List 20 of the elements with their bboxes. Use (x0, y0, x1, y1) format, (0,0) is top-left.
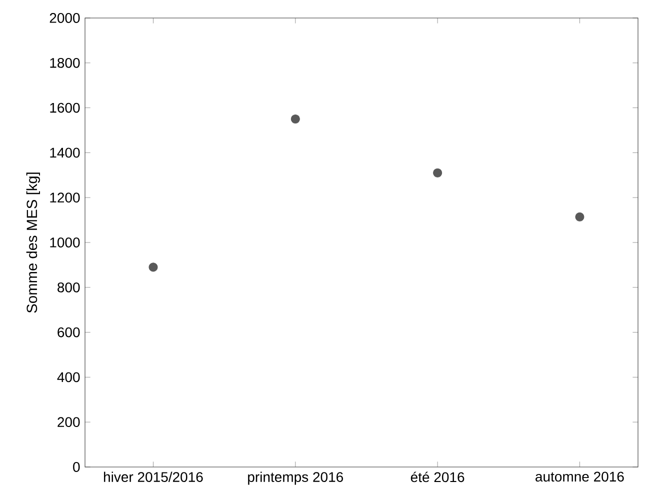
y-tick-label: 2000 (50, 13, 80, 23)
y-tick-label: 1400 (50, 148, 80, 158)
y-tick-label: 1000 (50, 238, 80, 248)
y-tick-label: 1800 (50, 58, 80, 68)
y-axis-title: Somme des MES [kg] (26, 172, 40, 313)
point (433, 168, 442, 178)
y-tick-label: 200 (58, 417, 80, 428)
point (575, 212, 584, 222)
point (290, 114, 300, 124)
y-tick-label: 1200 (50, 192, 80, 203)
point (148, 262, 158, 272)
x-tick-label: hiver 2015/2016 (104, 472, 203, 482)
x-tick-label: printemps 2016 (248, 472, 344, 485)
y-tick-label: 0 (73, 462, 80, 472)
y-tick-label: 1600 (50, 102, 80, 113)
y-tick-label: 800 (58, 282, 80, 292)
y-tick-label: 400 (57, 372, 80, 382)
y-tick-label: 600 (58, 327, 80, 338)
x-tick-label: automne 2016 (536, 472, 624, 482)
x-tick-label: été 2016 (410, 472, 464, 482)
